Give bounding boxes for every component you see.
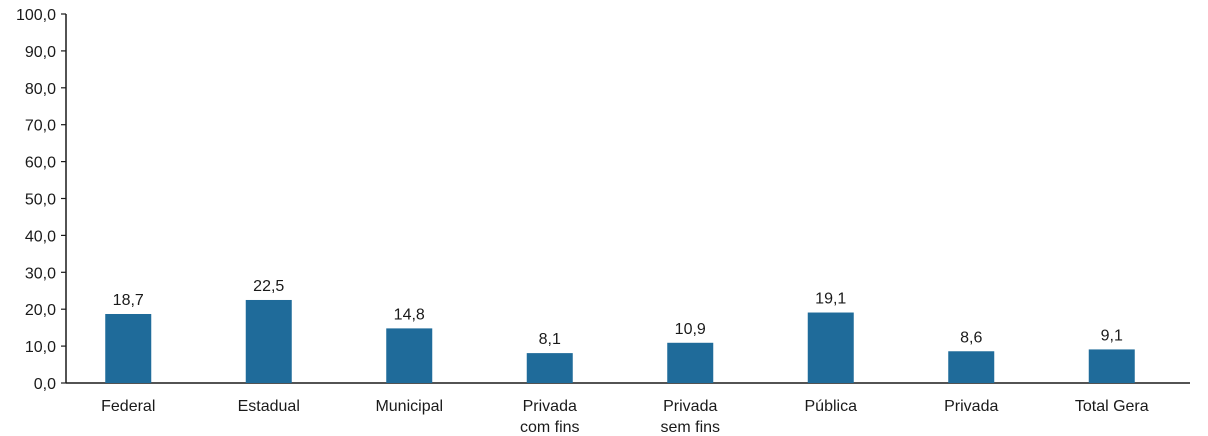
y-tick-label: 50,0 — [25, 192, 56, 209]
data-label: 22,5 — [253, 278, 284, 295]
data-label: 18,7 — [113, 292, 144, 309]
y-axis: 0,0 10,0 20,0 30,0 40,0 50,0 60,0 70,0 80,0 90,0 1… — [16, 7, 67, 393]
data-label: 10,9 — [675, 321, 706, 338]
bar — [667, 342, 714, 383]
category-labels: Federal Estadual Municipal Privada com fins P… — [101, 398, 1149, 436]
bars — [105, 299, 1135, 383]
bar — [948, 351, 995, 383]
bar — [105, 313, 152, 383]
y-tick-label: 90,0 — [25, 44, 56, 61]
bar — [245, 299, 292, 383]
data-label: 14,8 — [394, 306, 425, 323]
category-label: Privada — [944, 398, 998, 415]
category-label: Pública — [805, 398, 858, 415]
data-label: 8,6 — [960, 329, 982, 346]
bar — [386, 328, 433, 383]
y-tick-label: 10,0 — [25, 339, 56, 356]
category-label: Privada sem fins — [660, 398, 720, 436]
category-label: Privada com fins — [520, 398, 580, 436]
y-tick-label: 40,0 — [25, 228, 56, 245]
y-tick-label: 30,0 — [25, 265, 56, 282]
bar — [526, 353, 573, 383]
category-label: Federal — [101, 398, 155, 415]
category-label: Estadual — [238, 398, 300, 415]
data-label: 19,1 — [815, 291, 846, 308]
category-label: Municipal — [375, 398, 443, 415]
data-label: 9,1 — [1101, 327, 1123, 344]
y-tick-label: 0,0 — [34, 376, 56, 393]
y-tick-label: 100,0 — [16, 7, 56, 24]
y-tick-label: 70,0 — [25, 118, 56, 135]
y-tick-label: 20,0 — [25, 302, 56, 319]
y-tick-label: 60,0 — [25, 155, 56, 172]
data-labels: 18,7 22,5 14,8 8,1 10,9 19,1 8,6 9,1 — [113, 278, 1123, 348]
bar — [807, 312, 854, 383]
bar — [1088, 349, 1135, 383]
y-tick-label: 80,0 — [25, 81, 56, 98]
data-label: 8,1 — [539, 331, 561, 348]
category-label: Total Gera — [1075, 398, 1149, 415]
